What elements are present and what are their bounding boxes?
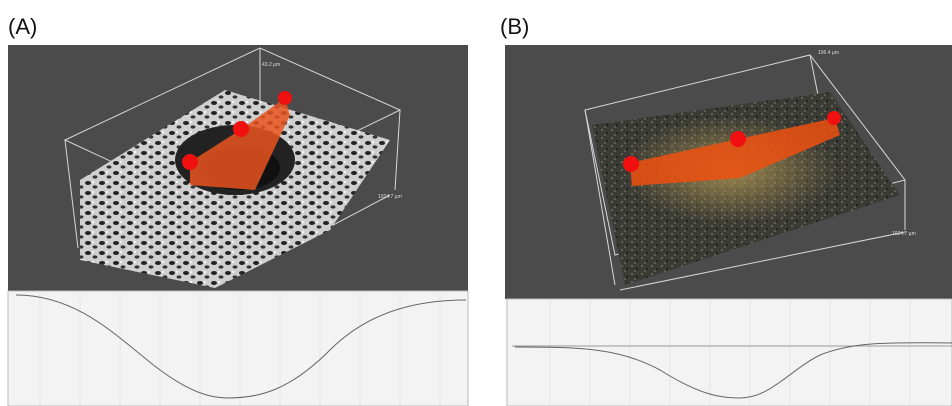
marker <box>233 121 249 137</box>
length-label: 1024.7 µm <box>892 231 916 237</box>
marker <box>827 111 841 125</box>
marker <box>730 131 746 147</box>
panel-label: (A) <box>8 14 37 39</box>
length-label: 1024.7 µm <box>378 194 402 200</box>
panel-label: (B) <box>500 14 529 39</box>
marker <box>623 156 639 172</box>
marker <box>182 154 198 170</box>
height-label: 43.2 µm <box>262 62 280 68</box>
figure: (A) 43.2 µm 1024.7 µm (B) 106.4 µm 1024.… <box>0 0 952 406</box>
profile-plot <box>8 291 468 406</box>
height-label: 106.4 µm <box>818 50 839 56</box>
profile-plot <box>507 299 952 406</box>
marker <box>278 91 292 105</box>
